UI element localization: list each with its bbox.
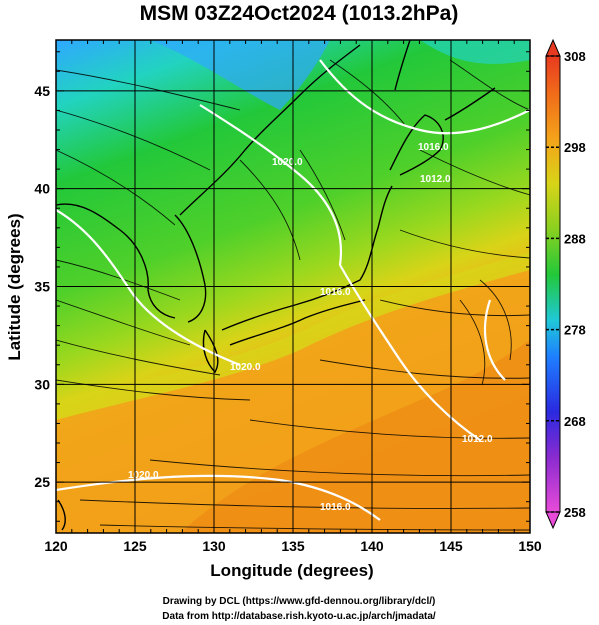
x-tick-label: 120	[44, 538, 68, 554]
colorbar-tick-label: 308	[564, 49, 586, 64]
isobar	[199, 104, 342, 266]
y-tick-label: 40	[34, 181, 50, 197]
coast-russia	[179, 44, 361, 216]
streamline	[249, 419, 530, 439]
contour-label: 1020.0	[272, 157, 303, 168]
x-tick-label: 130	[202, 538, 226, 554]
isobar	[483, 299, 506, 381]
map-title: MSM 03Z24Oct2024 (1013.2hPa)	[140, 2, 459, 25]
streamline	[56, 149, 176, 226]
coastlines	[56, 40, 496, 531]
colorbar-top-arrow	[545, 38, 561, 57]
colorbar-ticks: 258 268 278 288 298 308	[546, 49, 586, 520]
contour-label: 1020.0	[128, 470, 159, 481]
coast-honshu	[221, 185, 393, 331]
x-axis-label: Longitude (degrees)	[210, 561, 373, 580]
contour-label: 1016.0	[320, 287, 351, 298]
x-tick-label: 135	[281, 538, 305, 554]
streamline	[449, 59, 530, 111]
coast-korean-peninsula	[174, 214, 207, 323]
x-tick-label: 140	[360, 538, 384, 554]
cold-region	[150, 40, 330, 110]
streamline	[379, 299, 530, 317]
warmer-region	[180, 340, 530, 533]
coast-korea-china	[56, 203, 176, 319]
coast-honshu-south	[229, 299, 366, 346]
colorbar-tick-label: 298	[564, 140, 586, 155]
streamline	[56, 339, 221, 376]
contour-label: 1016.0	[320, 502, 351, 513]
isobar	[56, 209, 241, 367]
contour-label: 1020.0	[230, 362, 261, 373]
coast-taiwan	[57, 499, 66, 531]
isobar	[319, 59, 530, 135]
streamline	[149, 459, 530, 477]
streamline	[56, 259, 181, 301]
streamline	[99, 524, 530, 531]
colorbar-body	[545, 55, 561, 513]
x-tick-label: 150	[518, 538, 542, 554]
streamline	[79, 499, 530, 509]
x-tick-label: 145	[439, 538, 463, 554]
y-tick-label: 25	[34, 474, 50, 490]
streamline	[56, 109, 211, 171]
streamline	[399, 229, 530, 259]
credit-data: Data from http://database.rish.kyoto-u.a…	[162, 611, 436, 622]
contour-label: 1012.0	[462, 434, 493, 445]
isobar	[339, 264, 481, 441]
x-axis-ticks: 120 125 130 135 140 145 150	[44, 40, 542, 554]
contour-label: 1016.0	[418, 142, 449, 153]
streamline	[319, 359, 530, 379]
streamlines	[56, 59, 530, 531]
colorbar-tick-label: 278	[564, 323, 586, 338]
streamline	[56, 69, 241, 111]
colorbar: 258 268 278 288 298 308	[545, 38, 586, 530]
colorbar-tick-label: 288	[564, 231, 586, 246]
coast-hokkaido	[389, 114, 444, 176]
y-tick-label: 30	[34, 376, 50, 392]
credit-drawing: Drawing by DCL (https://www.gfd-dennou.o…	[163, 596, 436, 607]
streamline	[239, 159, 301, 261]
colorbar-tick-label: 258	[564, 505, 586, 520]
colorbar-tick-label: 268	[564, 414, 586, 429]
plot-area: 1016.0 1012.0 1020.0 1016.0 1020.0 1012.…	[56, 40, 530, 533]
y-tick-label: 45	[34, 83, 50, 99]
streamline	[419, 149, 530, 196]
y-axis-label: Latitude (degrees)	[5, 213, 24, 360]
x-tick-label: 125	[123, 538, 147, 554]
y-axis-ticks: 25 30 35 40 45	[34, 51, 530, 522]
streamline	[459, 299, 486, 386]
cool-region	[420, 40, 530, 64]
contour-label: 1012.0	[420, 174, 451, 185]
streamline	[56, 299, 191, 346]
streamline	[299, 149, 346, 241]
grid-lines	[56, 40, 530, 533]
streamline	[56, 379, 251, 401]
coast-kyushu	[202, 329, 219, 374]
y-tick-label: 35	[34, 279, 50, 295]
colorbar-bottom-arrow	[545, 511, 561, 530]
coast-sakhalin	[394, 40, 411, 91]
